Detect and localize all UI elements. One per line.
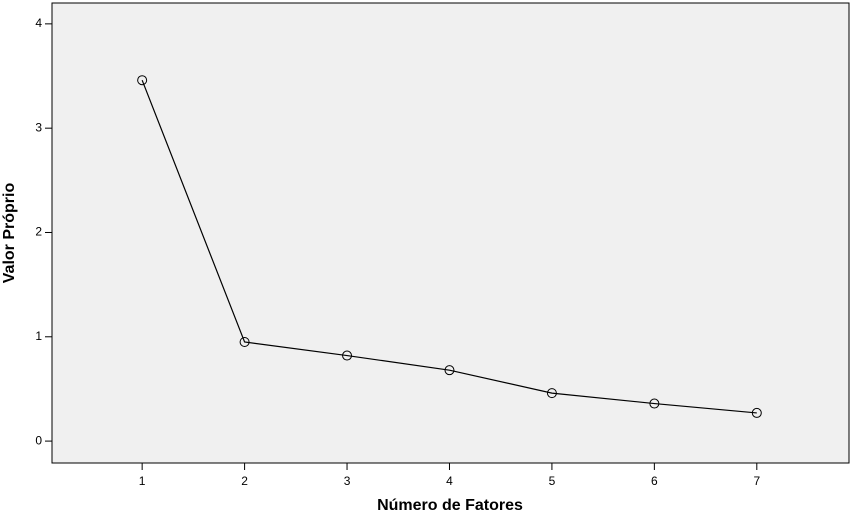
y-tick-label: 0 [35,433,42,447]
x-tick-label: 3 [344,474,351,488]
x-tick-label: 6 [651,474,658,488]
point-marker [137,75,148,86]
point-marker [342,350,353,361]
x-tick-label: 7 [753,474,760,488]
y-axis-title: Valor Próprio [1,183,18,284]
y-tick-label: 1 [35,329,42,343]
x-tick-label: 5 [549,474,556,488]
y-tick-label: 2 [35,225,42,239]
x-tick-label: 2 [241,474,248,488]
x-axis-title: Número de Fatores [377,497,523,513]
point-marker [239,337,250,348]
y-tick-label: 3 [35,120,42,134]
x-tick-label: 1 [139,474,146,488]
point-marker [649,398,660,409]
point-marker [444,365,455,376]
x-tick-label: 4 [446,474,453,488]
series-line [141,79,757,414]
y-tick-label: 4 [35,16,42,30]
point-marker [546,388,557,399]
plot-area [51,2,850,464]
point-marker [751,407,762,418]
